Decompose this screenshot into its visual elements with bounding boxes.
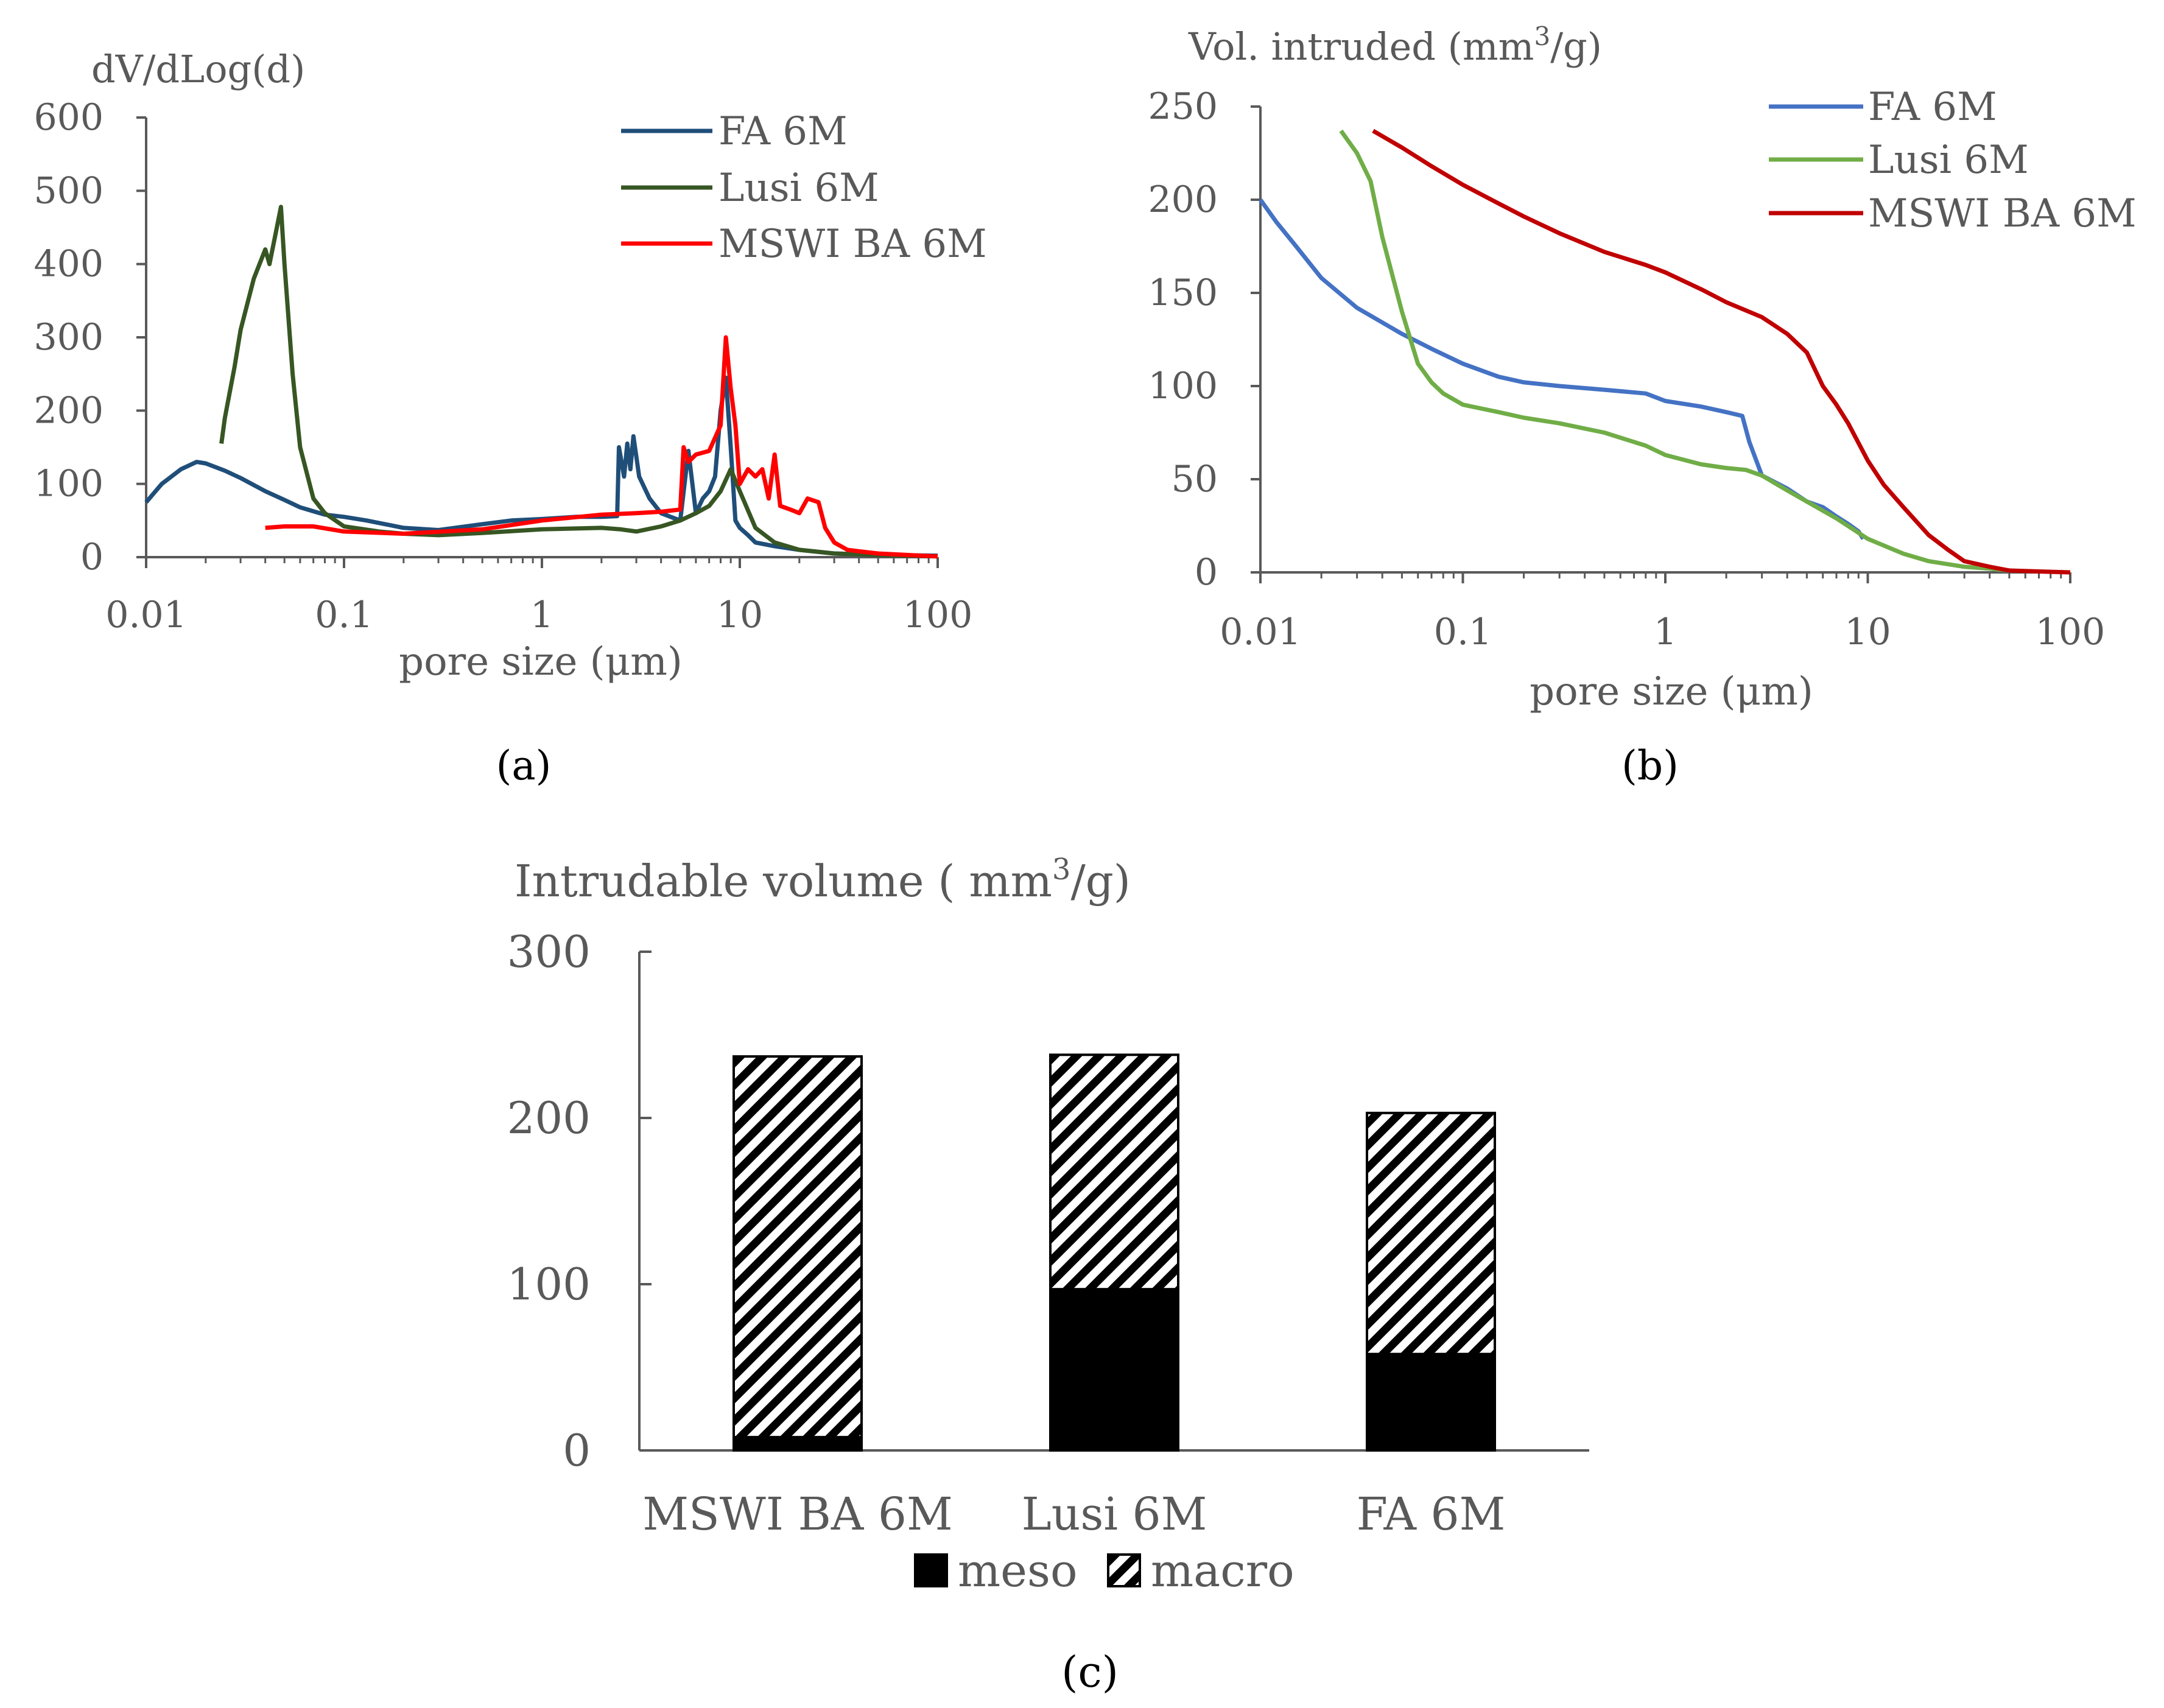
panel-b-caption: (b) (1621, 742, 1679, 789)
panel-c-chart: Intrudable volume ( mm3/g) 0 100 200 300 MSW… (507, 852, 1589, 1697)
c-bar-meso-mswi-ba-6m (732, 1436, 863, 1452)
c-legend-swatch-macro (1107, 1553, 1141, 1587)
a-x-tick-label: 10 (717, 594, 763, 636)
a-y-tick-label: 100 (33, 463, 104, 505)
c-y-tick-label: 100 (507, 1259, 591, 1310)
c-bar-macro-mswi-ba-6m (732, 1055, 863, 1439)
c-y-tick-label: 200 (507, 1092, 591, 1144)
c-x-tick-label: FA 6M (1357, 1488, 1506, 1541)
a-x-tick-label: 0.1 (315, 594, 373, 636)
panel-a-caption-letter: a (511, 742, 535, 789)
c-x-tick-label: Lusi 6M (1022, 1488, 1207, 1541)
panel-c-caption-letter: c (1078, 1647, 1101, 1697)
b-y-tick-label: 100 (1148, 365, 1218, 407)
a-legend-label-fa-6m: FA 6M (718, 109, 848, 154)
b-y-tick-label: 0 (1195, 551, 1218, 594)
a-y-tick-label: 200 (33, 389, 104, 432)
a-y-tick-label: 0 (80, 536, 104, 578)
c-bar-macro-fa-6m (1366, 1111, 1496, 1355)
a-x-tick-label: 100 (903, 594, 973, 636)
a-series-line-fa-6m (144, 375, 938, 558)
a-y-tick-label: 400 (33, 243, 104, 286)
b-x-tick-label: 100 (2036, 611, 2106, 653)
b-y-tick-label: 150 (1148, 272, 1218, 314)
c-x-tick-label: MSWI BA 6M (642, 1488, 952, 1541)
a-y-tick-label: 500 (33, 169, 104, 212)
a-y-tick-label: 300 (33, 316, 104, 359)
b-x-tick-label: 10 (1844, 611, 1891, 653)
panel-b-x-axis-title: pore size (μm) (1530, 669, 1813, 714)
b-x-tick-label: 1 (1654, 611, 1677, 653)
panel-b-series (1259, 128, 2071, 575)
c-bar-macro-lusi-6m (1049, 1053, 1179, 1291)
panel-a-chart: 0 100 200 300 400 500 600 0.01 0.1 1 10 100 dV/dLog… (33, 47, 986, 789)
b-series-line-mswi-ba-6m (1372, 128, 2071, 575)
panel-c-y-axis-title: Intrudable volume ( mm3/g) (515, 852, 1131, 907)
c-legend-label-macro: macro (1151, 1545, 1295, 1597)
panel-b-chart: 0 50 100 150 200 250 0.01 0.1 1 10 100 Vol. intrud… (1148, 21, 2136, 789)
b-series-line-fa-6m (1259, 198, 1866, 540)
c-y-tick-label: 0 (563, 1425, 591, 1476)
c-legend-label-meso: meso (958, 1545, 1078, 1597)
a-legend-label-mswi-ba-6m: MSWI BA 6M (718, 222, 987, 267)
a-x-tick-label: 1 (530, 594, 553, 636)
a-y-tick-label: 600 (33, 96, 104, 139)
a-x-tick-label: 0.01 (105, 594, 187, 636)
panel-a-x-axis-title: pore size (μm) (399, 639, 683, 684)
panel-b-legend: FA 6M Lusi 6M MSWI BA 6M (1769, 85, 2137, 236)
b-legend-label-fa-6m: FA 6M (1868, 85, 1997, 130)
panel-c-axes: 0 100 200 300 MSWI BA 6M Lusi 6M FA 6M (507, 926, 1589, 1541)
panel-c-caption: (c) (1061, 1647, 1119, 1697)
panel-b-caption-letter: b (1637, 742, 1663, 789)
panel-c-legend: meso macro (914, 1545, 1295, 1597)
panel-c-bars (732, 1053, 1496, 1452)
b-x-tick-label: 0.1 (1434, 611, 1492, 653)
panel-a-series (144, 205, 938, 559)
b-legend-label-lusi-6m: Lusi 6M (1868, 138, 2029, 183)
b-legend-label-mswi-ba-6m: MSWI BA 6M (1868, 191, 2137, 236)
b-y-tick-label: 250 (1148, 85, 1218, 128)
panel-b-axes: 0 50 100 150 200 250 0.01 0.1 1 10 100 (1148, 85, 2105, 653)
panel-a-axes: 0 100 200 300 400 500 600 0.01 0.1 1 10 100 (33, 96, 972, 636)
a-series-line-mswi-ba-6m (265, 335, 938, 559)
panel-a-legend: FA 6M Lusi 6M MSWI BA 6M (621, 109, 987, 267)
c-legend-swatch-meso (914, 1553, 948, 1587)
panel-a-y-axis-title: dV/dLog(d) (91, 47, 305, 91)
a-legend-label-lusi-6m: Lusi 6M (718, 166, 879, 211)
c-y-tick-label: 300 (507, 926, 591, 977)
c-bar-meso-fa-6m (1366, 1352, 1496, 1452)
b-x-tick-label: 0.01 (1220, 611, 1301, 653)
c-bar-meso-lusi-6m (1049, 1288, 1179, 1452)
b-y-tick-label: 50 (1172, 458, 1218, 501)
a-series-line-lusi-6m (219, 205, 938, 559)
b-series-line-lusi-6m (1339, 129, 2010, 573)
panel-a-caption: (a) (496, 742, 552, 789)
panel-b-y-axis-title: Vol. intruded (mm3/g) (1188, 21, 1602, 69)
b-y-tick-label: 200 (1148, 178, 1218, 221)
